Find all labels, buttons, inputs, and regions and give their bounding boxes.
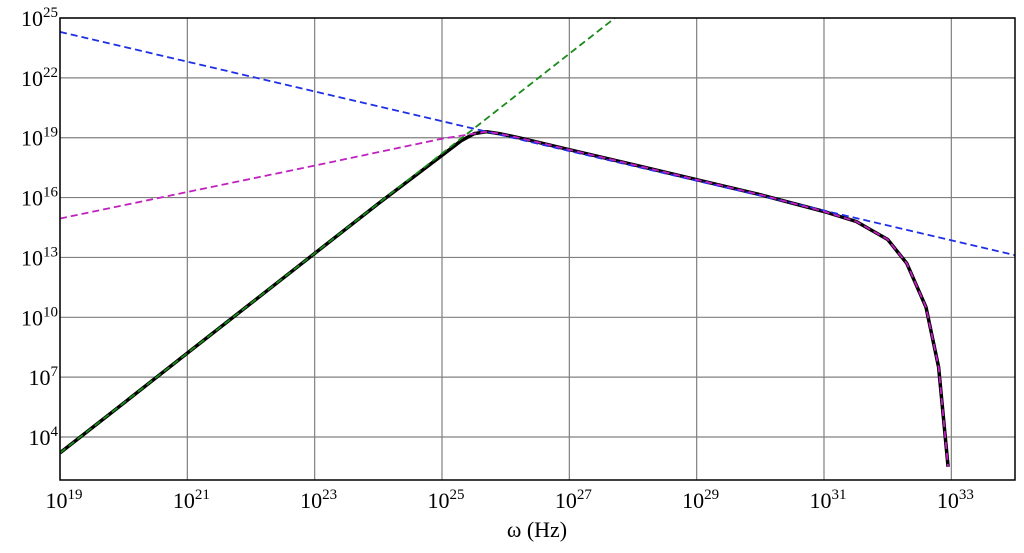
dashed-curve — [60, 18, 616, 454]
y-tick-label: 104 — [29, 424, 59, 450]
x-tick-label: 1029 — [682, 487, 719, 513]
x-tick-label: 1031 — [810, 487, 847, 513]
y-tick-label: 1013 — [21, 244, 58, 270]
x-tick-label: 1027 — [555, 487, 593, 513]
y-tick-label: 1016 — [21, 185, 59, 211]
y-tick-label: 1010 — [21, 304, 58, 330]
x-tick-label: 1033 — [937, 487, 974, 513]
plot-frame — [59, 17, 1016, 481]
curve — [60, 129, 950, 467]
y-tick-label: 1025 — [21, 5, 58, 31]
dashed-curve — [60, 31, 1015, 257]
y-tick-label: 107 — [29, 364, 59, 390]
y-tick-label: 1019 — [21, 125, 58, 151]
dashed-curve — [60, 130, 949, 467]
x-axis-label: ω (Hz) — [507, 517, 567, 542]
x-tick-label: 1023 — [300, 487, 337, 513]
y-tick-label: 1022 — [21, 65, 58, 91]
x-tick-label: 1021 — [173, 487, 210, 513]
x-tick-label: 1019 — [46, 487, 83, 513]
x-tick-label: 1025 — [428, 487, 465, 513]
